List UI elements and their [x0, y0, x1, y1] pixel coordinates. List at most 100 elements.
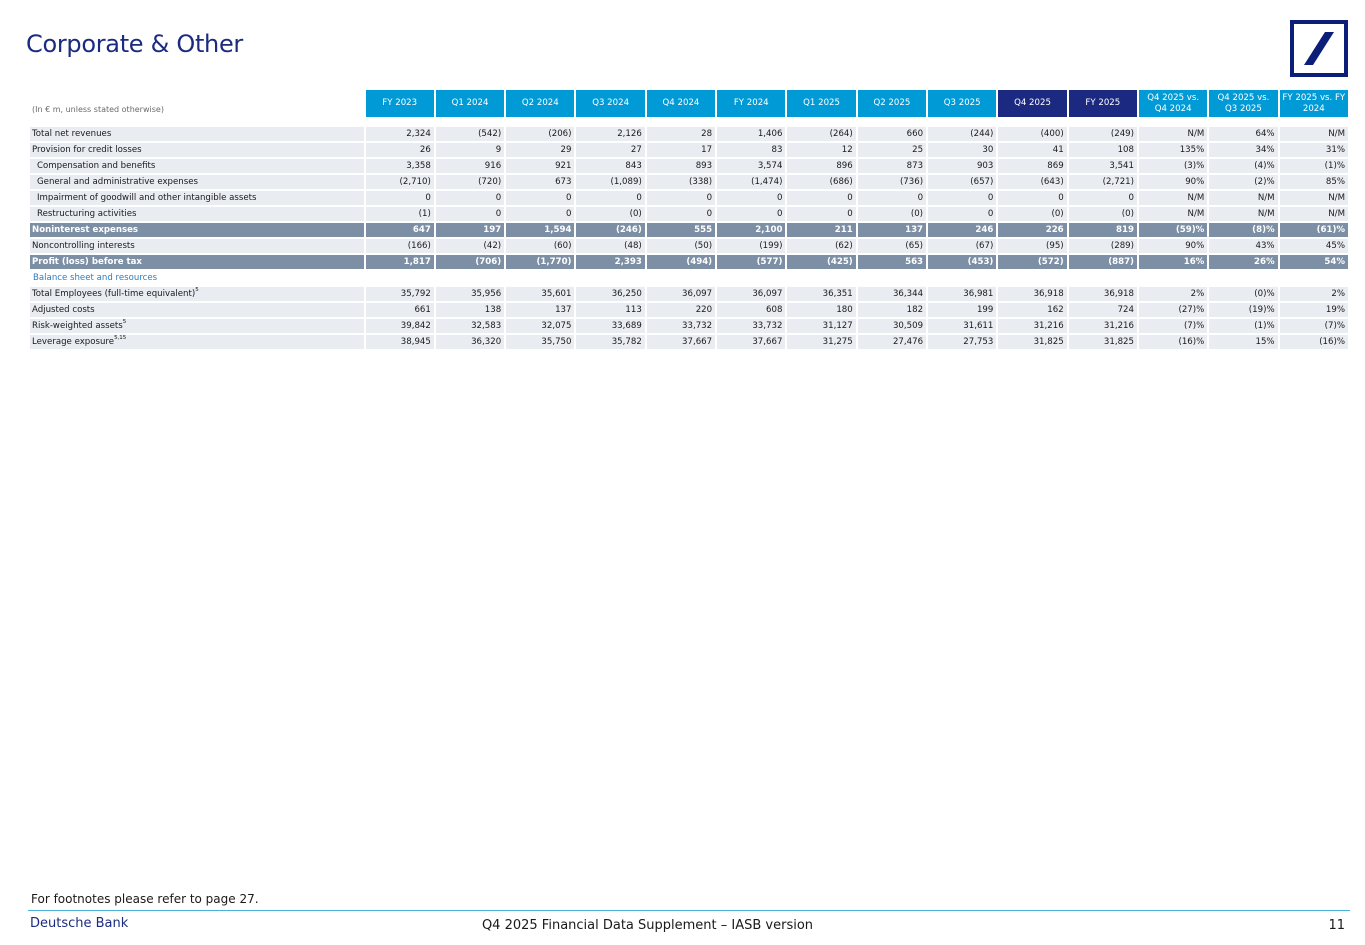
row-label: Total net revenues	[30, 127, 364, 141]
row-label-text: Compensation and benefits	[37, 161, 156, 171]
table-cell: (246)	[576, 223, 645, 237]
table-cell: 35,601	[506, 287, 575, 301]
table-cell: (60)	[506, 239, 575, 253]
column-header: Q4 2025 vs. Q4 2024	[1138, 90, 1208, 117]
table-cell: 135%	[1138, 143, 1208, 157]
table-cell: 1,817	[365, 255, 434, 269]
table-cell: 27	[576, 143, 645, 157]
table-cell: 35,750	[506, 335, 575, 349]
table-cell: 36,918	[998, 287, 1067, 301]
table-cell: 36,918	[1068, 287, 1137, 301]
table-cell: 31,216	[998, 319, 1067, 333]
table-cell: 30	[928, 143, 997, 157]
footnote-text: For footnotes please refer to page 27.	[31, 892, 259, 906]
table-cell: N/M	[1138, 127, 1208, 141]
table-cell: 0	[998, 191, 1067, 205]
column-header: Q1 2025	[787, 90, 856, 117]
table-row: Adjusted costs 661 138 137 113 220 608 180 182 19…	[30, 303, 1348, 317]
table-cell: 873	[857, 159, 927, 173]
table-cell: (4)%	[1209, 159, 1278, 173]
page-number: 11	[1328, 918, 1345, 933]
table-cell: 17	[646, 143, 716, 157]
section-label: Balance sheet and resources	[30, 271, 1348, 285]
row-label: Provision for credit losses	[30, 143, 364, 157]
table-cell: 0	[717, 191, 786, 205]
table-cell: 12	[787, 143, 856, 157]
table-cell: 661	[365, 303, 434, 317]
column-header: Q4 2025 vs. Q3 2025	[1209, 90, 1278, 117]
row-label: General and administrative expenses	[30, 175, 364, 189]
table-cell: 563	[857, 255, 927, 269]
table-cell: 138	[435, 303, 505, 317]
table-cell: N/M	[1279, 207, 1348, 221]
row-label-text: Adjusted costs	[32, 305, 95, 315]
table-cell: 3,574	[717, 159, 786, 173]
table-cell: (2,710)	[365, 175, 434, 189]
table-cell: 2%	[1279, 287, 1348, 301]
table-cell: (1,474)	[717, 175, 786, 189]
unit-note: (In € m, unless stated otherwise)	[30, 90, 364, 117]
table-cell: 555	[646, 223, 716, 237]
table-cell: (1)%	[1279, 159, 1348, 173]
table-cell: 31,825	[1068, 335, 1137, 349]
table-cell: (16)%	[1279, 335, 1348, 349]
table-cell: 31,825	[998, 335, 1067, 349]
row-label: Impairment of goodwill and other intangi…	[30, 191, 364, 205]
row-label-text: Restructuring activities	[37, 209, 137, 219]
row-label: Restructuring activities	[30, 207, 364, 221]
table-cell: 819	[1068, 223, 1137, 237]
table-cell: 903	[928, 159, 997, 173]
table-cell: 32,075	[506, 319, 575, 333]
table-cell: (1)%	[1209, 319, 1278, 333]
table-cell: N/M	[1138, 191, 1208, 205]
table-cell: 0	[928, 207, 997, 221]
row-label: Noncontrolling interests	[30, 239, 364, 253]
table-cell: (249)	[1068, 127, 1137, 141]
column-header: Q1 2024	[435, 90, 505, 117]
financial-table: (In € m, unless stated otherwise) FY 202…	[28, 88, 1350, 351]
table-cell: (1,770)	[506, 255, 575, 269]
logo-slash-icon	[1304, 32, 1334, 65]
table-cell: (2)%	[1209, 175, 1278, 189]
table-cell: 35,782	[576, 335, 645, 349]
table-cell: 893	[646, 159, 716, 173]
table-row: Compensation and benefits 3,358 916 921 843 8…	[30, 159, 1348, 173]
table-cell: 37,667	[717, 335, 786, 349]
table-cell: 220	[646, 303, 716, 317]
row-label: Profit (loss) before tax	[30, 255, 364, 269]
table-cell: 608	[717, 303, 786, 317]
table-cell: 0	[787, 207, 856, 221]
footnote-ref: 5	[122, 319, 127, 325]
table-cell: 85%	[1279, 175, 1348, 189]
table-cell: 32,583	[435, 319, 505, 333]
table-cell: N/M	[1209, 207, 1278, 221]
table-cell: 35,792	[365, 287, 434, 301]
row-label-text: Total Employees (full-time equivalent)	[32, 289, 196, 299]
row-label-text: Total net revenues	[32, 129, 112, 139]
table-row: Risk-weighted assets5 39,842 32,583 32,075 3…	[30, 319, 1348, 333]
table-cell: (95)	[998, 239, 1067, 253]
row-label: Leverage exposure5,15	[30, 335, 364, 349]
table-cell: (199)	[717, 239, 786, 253]
table-cell: (65)	[857, 239, 927, 253]
table-cell: 31%	[1279, 143, 1348, 157]
table-cell: (736)	[857, 175, 927, 189]
table-cell: 41	[998, 143, 1067, 157]
table-cell: 673	[506, 175, 575, 189]
footnote-ref: 5	[195, 287, 199, 293]
table-cell: (264)	[787, 127, 856, 141]
table-cell: (400)	[998, 127, 1067, 141]
table-row: Leverage exposure5,15 38,945 36,320 35,750 3…	[30, 335, 1348, 349]
table-cell: (42)	[435, 239, 505, 253]
column-header: Q2 2024	[506, 90, 575, 117]
table-cell: 0	[506, 207, 575, 221]
table-cell: 2,100	[717, 223, 786, 237]
table-cell: 197	[435, 223, 505, 237]
column-header: Q3 2025	[928, 90, 997, 117]
column-header: FY 2024	[717, 90, 786, 117]
table-cell: 113	[576, 303, 645, 317]
table-cell: 90%	[1138, 239, 1208, 253]
table-cell: 39,842	[365, 319, 434, 333]
row-label-text: General and administrative expenses	[37, 177, 198, 187]
table-cell: 0	[576, 191, 645, 205]
